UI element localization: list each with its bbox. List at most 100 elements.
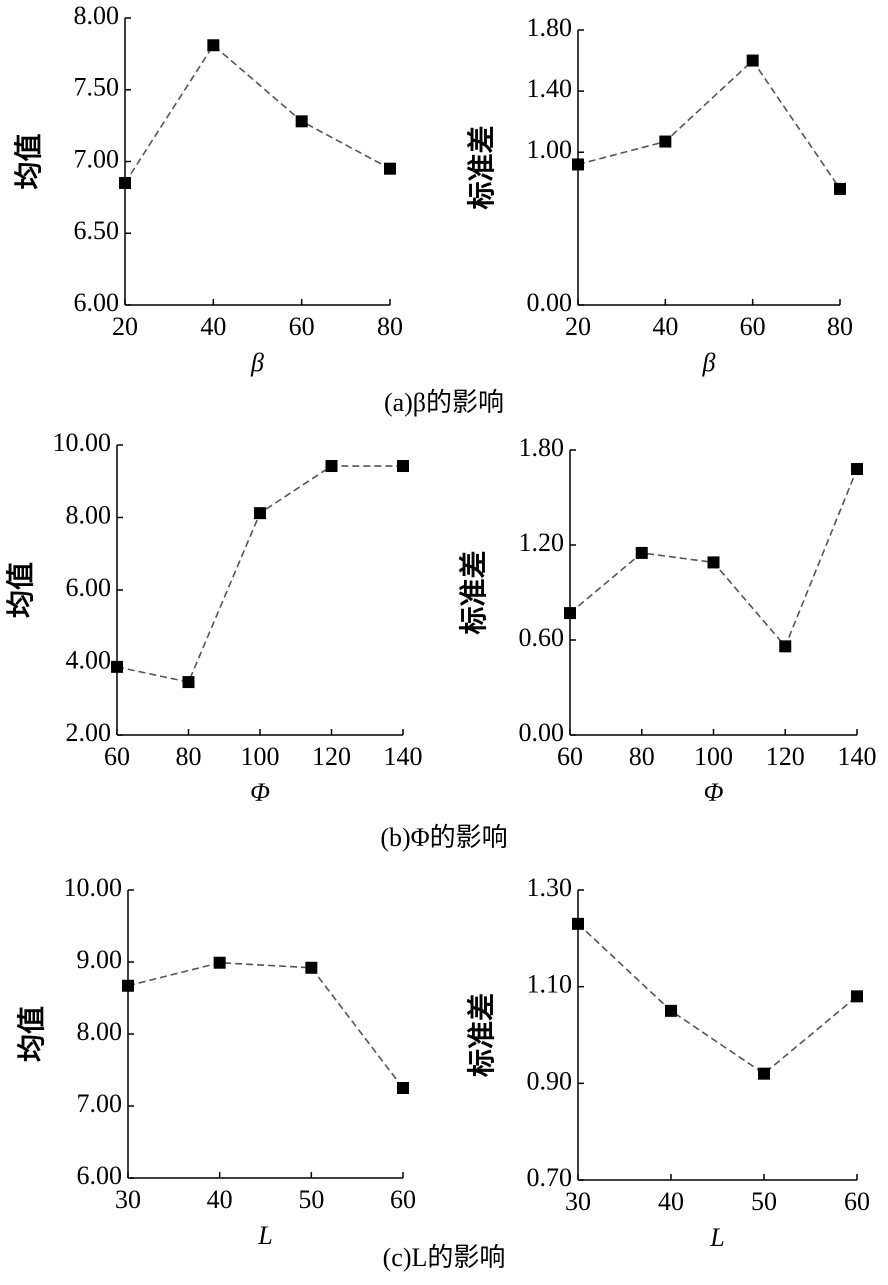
y-tick-label: 6.50 [74, 216, 120, 245]
x-axis-label: Φ [250, 778, 270, 807]
data-point [572, 917, 584, 930]
data-point [305, 961, 318, 974]
y-tick-label: 7.50 [74, 73, 120, 102]
y-tick-label: 1.80 [519, 433, 565, 462]
data-point [254, 507, 266, 520]
data-point [325, 460, 338, 473]
x-tick-label: 60 [740, 312, 766, 341]
data-line [116, 465, 403, 683]
data-point [779, 640, 792, 653]
x-tick-label: 140 [384, 742, 423, 771]
y-tick-label: 0.60 [519, 623, 565, 652]
data-point [572, 158, 584, 171]
x-tick-label: 20 [565, 312, 591, 341]
y-tick-label: 2.00 [66, 718, 112, 747]
data-point [111, 660, 123, 673]
data-point [397, 460, 409, 473]
y-tick-label: 0.90 [527, 1066, 573, 1095]
y-tick-label: 9.00 [77, 945, 123, 974]
y-tick-label: 1.20 [519, 528, 565, 557]
data-point [851, 990, 863, 1003]
data-line [577, 59, 841, 190]
data-point [397, 1082, 409, 1094]
y-axis-label: 标准差 [465, 993, 498, 1077]
x-tick-label: 80 [827, 312, 853, 341]
x-axis-label: β [702, 348, 716, 377]
y-tick-label: 8.00 [66, 500, 112, 529]
y-tick-label: 0.00 [527, 288, 573, 317]
x-tick-label: 60 [289, 312, 315, 341]
x-tick-label: 120 [766, 742, 805, 771]
x-tick-label: 60 [557, 742, 583, 771]
caption: (b)Φ的影响 [380, 823, 507, 852]
data-point [213, 956, 226, 969]
data-point [707, 556, 720, 569]
y-tick-label: 4.00 [66, 645, 112, 674]
y-tick-label: 8.00 [77, 1017, 123, 1046]
x-tick-label: 60 [104, 742, 130, 771]
caption: (a)β的影响 [384, 388, 504, 417]
y-axis-label: 均值 [12, 133, 45, 189]
data-point [635, 546, 648, 559]
x-tick-label: 60 [844, 1187, 870, 1216]
x-tick-label: 30 [565, 1187, 591, 1216]
caption: (c)L的影响 [383, 1243, 506, 1272]
y-tick-label: 6.00 [77, 1161, 123, 1190]
x-tick-label: 50 [298, 1185, 324, 1214]
data-point [384, 162, 396, 175]
data-point [746, 54, 759, 67]
y-tick-label: 1.30 [527, 873, 573, 902]
x-tick-label: 50 [751, 1187, 777, 1216]
y-axis-label: 标准差 [465, 125, 498, 209]
data-point [207, 39, 220, 52]
x-tick-label: 40 [652, 312, 678, 341]
y-tick-label: 0.70 [527, 1163, 573, 1192]
y-tick-label: 10.00 [53, 428, 112, 457]
y-tick-label: 6.00 [66, 573, 112, 602]
x-tick-label: 40 [658, 1187, 684, 1216]
x-tick-label: 100 [694, 742, 733, 771]
y-tick-label: 1.10 [527, 970, 573, 999]
x-tick-label: 80 [377, 312, 403, 341]
data-point [564, 607, 576, 620]
x-tick-label: 40 [207, 1185, 233, 1214]
data-point [834, 182, 846, 195]
y-tick-label: 1.80 [527, 13, 573, 42]
x-tick-label: 140 [838, 742, 877, 771]
x-tick-label: 100 [241, 742, 280, 771]
y-tick-label: 1.40 [527, 74, 573, 103]
x-tick-label: 40 [200, 312, 226, 341]
data-point [758, 1067, 770, 1080]
data-point [122, 979, 134, 992]
data-point [119, 177, 131, 190]
x-axis-label: Φ [704, 778, 724, 807]
data-point [851, 463, 863, 475]
y-tick-label: 7.00 [74, 144, 120, 173]
y-tick-label: 10.00 [64, 873, 123, 902]
data-line [577, 923, 858, 1075]
y-tick-label: 6.00 [74, 288, 120, 317]
x-axis-label: β [250, 348, 264, 377]
data-line [124, 44, 391, 184]
data-point [182, 676, 195, 689]
x-tick-label: 80 [629, 742, 655, 771]
data-point [665, 1004, 677, 1017]
x-tick-label: 80 [176, 742, 202, 771]
x-tick-label: 120 [312, 742, 351, 771]
x-axis-label: L [257, 1221, 272, 1250]
x-tick-label: 20 [112, 312, 138, 341]
data-point [295, 115, 308, 128]
x-tick-label: 60 [390, 1185, 416, 1214]
y-tick-label: 7.00 [77, 1089, 123, 1118]
y-tick-label: 1.00 [527, 135, 573, 164]
data-line [127, 961, 404, 1089]
y-axis-label: 均值 [4, 562, 37, 618]
y-axis-label: 均值 [15, 1006, 48, 1062]
y-tick-label: 0.00 [519, 718, 565, 747]
y-axis-label: 标准差 [457, 550, 490, 634]
data-point [659, 135, 672, 148]
y-tick-label: 8.00 [74, 1, 120, 30]
x-axis-label: L [709, 1223, 724, 1252]
